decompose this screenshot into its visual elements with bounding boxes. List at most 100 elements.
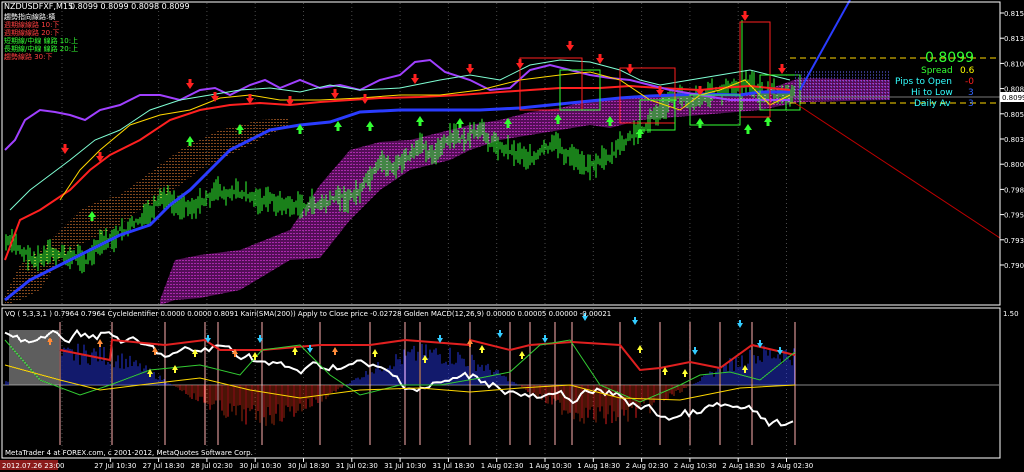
- sub-arrow-up: [252, 352, 258, 360]
- signal-arrow-down: [211, 92, 219, 102]
- range-box: [619, 67, 676, 124]
- sub-arrow-down: [205, 335, 211, 343]
- signal-arrow-down: [778, 64, 786, 74]
- signal-arrow-up: [764, 116, 772, 126]
- time-label: 27 Jul 10:30: [94, 462, 136, 470]
- sub-arrow-up: [47, 337, 53, 345]
- info-spread-value: 0.6: [960, 66, 975, 76]
- sub-arrow-up: [467, 339, 473, 347]
- sub-arrow-down: [542, 335, 548, 343]
- sub-window-header: VQ ( 5,3,3,1 ) 0.7964 0.7964 CycleIdenti…: [5, 310, 611, 318]
- kairi-line: [4, 328, 794, 428]
- signal-arrow-up: [504, 118, 512, 128]
- price-label: 0.8005: [1004, 161, 1024, 169]
- indicator-legend-line: 週期線線路 10:下: [4, 20, 60, 29]
- sub-arrow-down: [777, 347, 783, 355]
- sub-arrow-up: [292, 347, 298, 355]
- current-price-marker: [1000, 92, 1024, 102]
- time-axis-first: 2012.07.26 23:00: [2, 462, 64, 470]
- signal-arrow-up: [606, 116, 614, 126]
- info-pips-open-label: Pips to Open: [895, 77, 952, 87]
- signal-arrow-up: [186, 136, 194, 146]
- info-daily-av-label: Daily Av: [914, 99, 951, 109]
- sub-arrow-down: [307, 345, 313, 353]
- sub-arrow-down: [257, 335, 263, 343]
- sub-arrow-up: [147, 369, 153, 377]
- signal-arrow-down: [466, 64, 474, 74]
- signal-arrow-down: [626, 64, 634, 74]
- range-box: [519, 57, 583, 111]
- price-label: 0.7905: [1004, 262, 1024, 270]
- indicator-legend-line: 短期線/中線 線路 10:上: [4, 36, 78, 45]
- sub-signal-arrows: [47, 313, 783, 377]
- ichimoku-cloud: [160, 78, 890, 305]
- indicator-sub-window[interactable]: VQ ( 5,3,3,1 ) 0.7964 0.7964 CycleIdenti…: [1, 307, 1019, 459]
- sub-arrow-down: [737, 320, 743, 328]
- signal-arrow-down: [596, 54, 604, 64]
- signal-arrow-up: [334, 121, 342, 131]
- sub-arrow-down: [437, 335, 443, 343]
- indicator-legend-line: 週期線線路 20:下: [4, 28, 60, 37]
- sub-arrow-up: [152, 347, 158, 355]
- indicator-legend-line: 趨勢線路 30:下: [4, 52, 53, 61]
- signal-arrow-down: [656, 86, 664, 96]
- current-price-label: 0.8099: [1002, 94, 1024, 102]
- price-label: 0.7955: [1004, 212, 1024, 220]
- signal-arrow-down: [696, 86, 704, 96]
- signal-arrow-down: [286, 96, 294, 106]
- copyright-text: MetaTrader 4 at FOREX.com, c 2001-2012, …: [5, 449, 253, 457]
- time-axis-first-bg: [0, 460, 58, 470]
- chart-title: NZDUSDFXF,M15: [4, 2, 73, 11]
- time-label: 2 Aug 02:30: [626, 462, 669, 470]
- info-daily-av-value: 3: [968, 99, 974, 109]
- time-label: 31 Jul 18:30: [432, 462, 474, 470]
- sub-arrow-down: [692, 347, 698, 355]
- sub-axis-max: 1.50: [1003, 310, 1019, 318]
- sub-arrow-up: [682, 369, 688, 377]
- sub-arrow-up: [97, 339, 103, 347]
- sub-arrow-up: [637, 345, 643, 353]
- time-axis[interactable]: 2012.07.26 23:00 27 Jul 10:30 27 Jul 18:3…: [0, 458, 813, 470]
- signal-arrow-down: [61, 144, 69, 154]
- sub-window-frame: [1, 307, 1001, 459]
- sub-arrow-up: [192, 349, 198, 357]
- time-label: 28 Jul 02:30: [191, 462, 233, 470]
- blue-trend-line[interactable]: [799, 0, 851, 91]
- time-label: 3 Aug 02:30: [771, 462, 814, 470]
- signal-arrow-down: [186, 79, 194, 89]
- sub-arrow-down: [757, 340, 763, 348]
- sub-arrow-up: [479, 345, 485, 353]
- time-label: 1 Aug 10:30: [529, 462, 572, 470]
- range-box: [639, 99, 676, 131]
- signal-arrow-up: [236, 124, 244, 134]
- time-label: 30 Jul 18:30: [288, 462, 330, 470]
- sub-green-line: [4, 339, 796, 403]
- signal-arrow-down: [246, 94, 254, 104]
- signal-arrow-up: [636, 128, 644, 138]
- info-pips-open-value: -0: [965, 77, 974, 87]
- sub-arrow-up: [232, 349, 238, 357]
- time-label: 30 Jul 10:30: [239, 462, 281, 470]
- price-label: 0.8105: [1004, 60, 1024, 68]
- red-trend-line[interactable]: [794, 102, 1001, 239]
- sub-arrow-up: [332, 347, 338, 355]
- signal-arrow-up: [696, 118, 704, 128]
- sub-yellow-line: [4, 364, 796, 401]
- signal-arrow-up: [296, 124, 304, 134]
- signal-arrow-up: [416, 116, 424, 126]
- sub-arrow-up: [422, 355, 428, 363]
- indicator-legend-line: 長期線/中線 線路 20:上: [4, 44, 78, 53]
- sub-arrow-up: [372, 349, 378, 357]
- time-label: 2 Aug 18:30: [722, 462, 765, 470]
- red-line: [4, 84, 791, 261]
- time-label: 31 Jul 02:30: [336, 462, 378, 470]
- signal-arrow-down: [411, 74, 419, 84]
- sub-arrow-up: [519, 351, 525, 359]
